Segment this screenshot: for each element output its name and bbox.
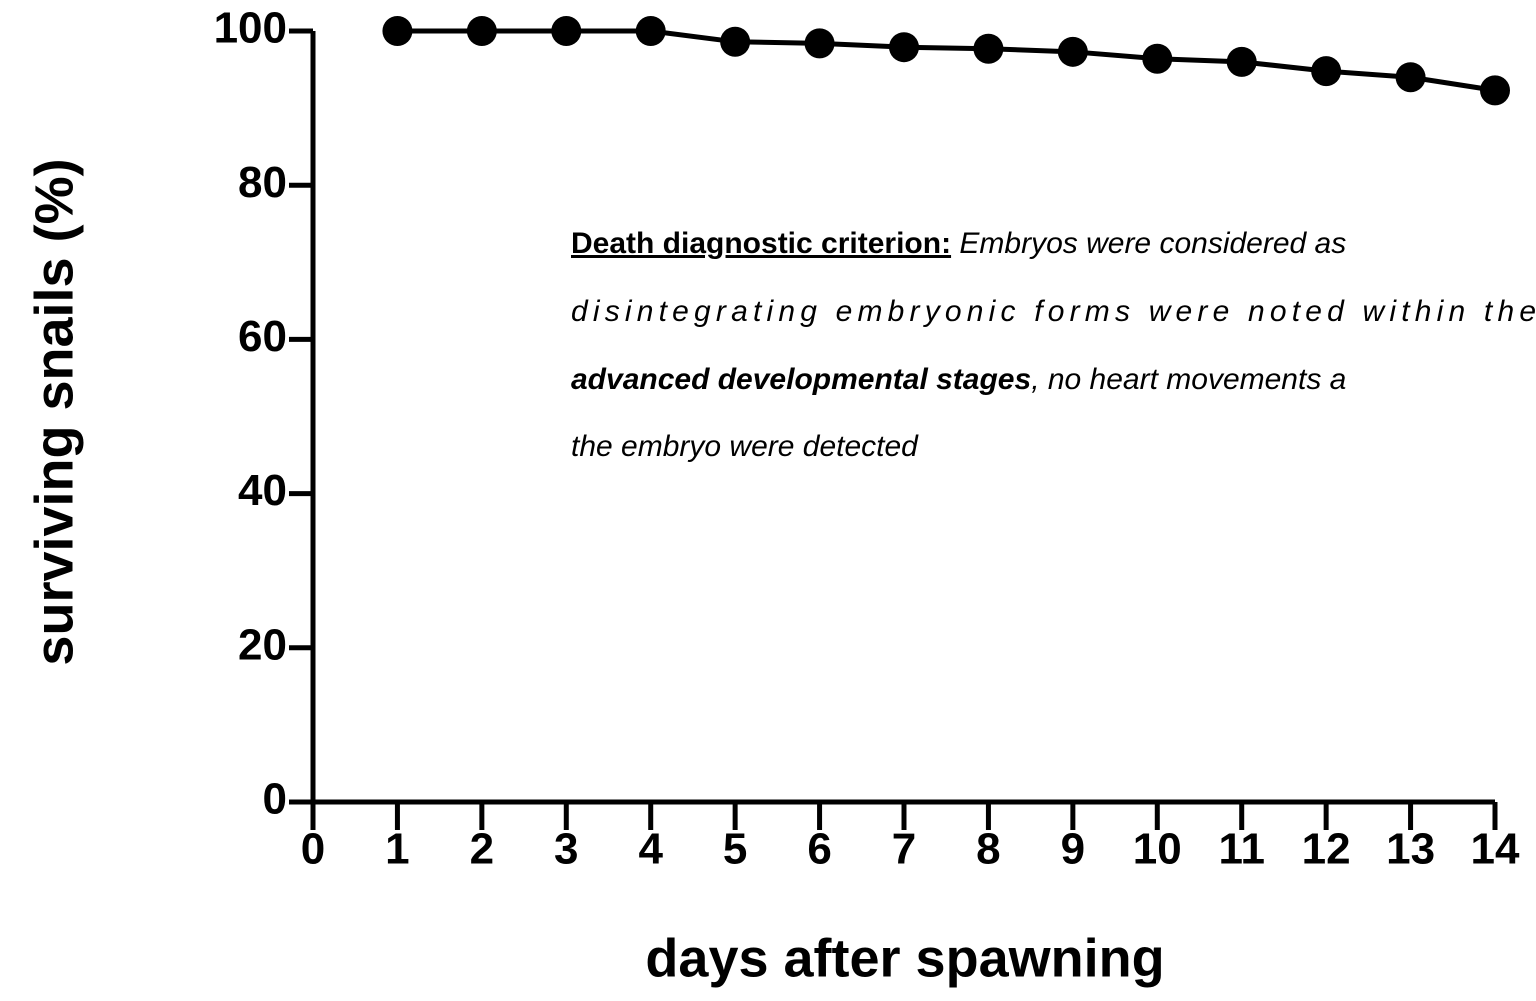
annotation-text: the embryo were detected [571, 430, 919, 463]
x-tick-label: 8 [976, 825, 1000, 874]
y-tick-label: 40 [238, 466, 287, 515]
x-tick-label: 4 [638, 825, 663, 874]
annotation-line: disintegrating embryonic forms were note… [571, 295, 1536, 328]
x-tick-label: 12 [1302, 825, 1351, 874]
y-axis-title: surviving snails (%) [24, 158, 84, 665]
data-point [1480, 75, 1510, 106]
annotation-text: , no heart movements a [1031, 363, 1346, 396]
y-tick-label: 100 [214, 4, 287, 53]
data-point [804, 28, 835, 59]
data-point [1226, 46, 1257, 77]
annotation-text: disintegrating embryonic forms were note… [571, 295, 1536, 328]
annotation-text: advanced developmental stages [571, 363, 1031, 396]
annotation-line: advanced developmental stages, no heart … [571, 363, 1346, 396]
annotation-line: Death diagnostic criterion: Embryos were… [571, 227, 1346, 260]
x-tick-label: 11 [1218, 825, 1265, 874]
x-tick-label: 5 [723, 825, 747, 874]
x-tick-label: 0 [301, 825, 325, 874]
x-tick-label: 13 [1386, 825, 1435, 874]
data-point [973, 33, 1004, 64]
annotation-text: Death diagnostic criterion: [571, 227, 951, 260]
x-tick-label: 3 [554, 825, 578, 874]
data-point [635, 16, 666, 46]
data-point [1311, 56, 1342, 87]
data-point [382, 16, 413, 46]
x-tick-label: 2 [470, 825, 494, 874]
data-point [551, 16, 582, 46]
y-tick-label: 0 [263, 775, 287, 824]
x-tick-label: 9 [1061, 825, 1085, 874]
data-point [889, 32, 919, 63]
data-point [720, 26, 751, 57]
data-point [1395, 62, 1426, 93]
x-axis-title: days after spawning [645, 928, 1164, 988]
x-tick-label: 14 [1471, 825, 1520, 874]
data-point [1057, 36, 1088, 67]
data-point [466, 16, 497, 46]
y-tick-label: 20 [238, 620, 287, 669]
data-point [1142, 43, 1173, 74]
x-tick-label: 6 [807, 825, 831, 874]
x-tick-label: 10 [1133, 825, 1182, 874]
annotation-line: the embryo were detected [571, 430, 919, 463]
x-tick-label: 1 [385, 825, 409, 874]
annotation-text: Embryos were considered as [951, 227, 1346, 260]
x-tick-label: 7 [892, 825, 916, 874]
y-tick-label: 80 [238, 158, 287, 207]
y-tick-label: 60 [238, 312, 287, 361]
